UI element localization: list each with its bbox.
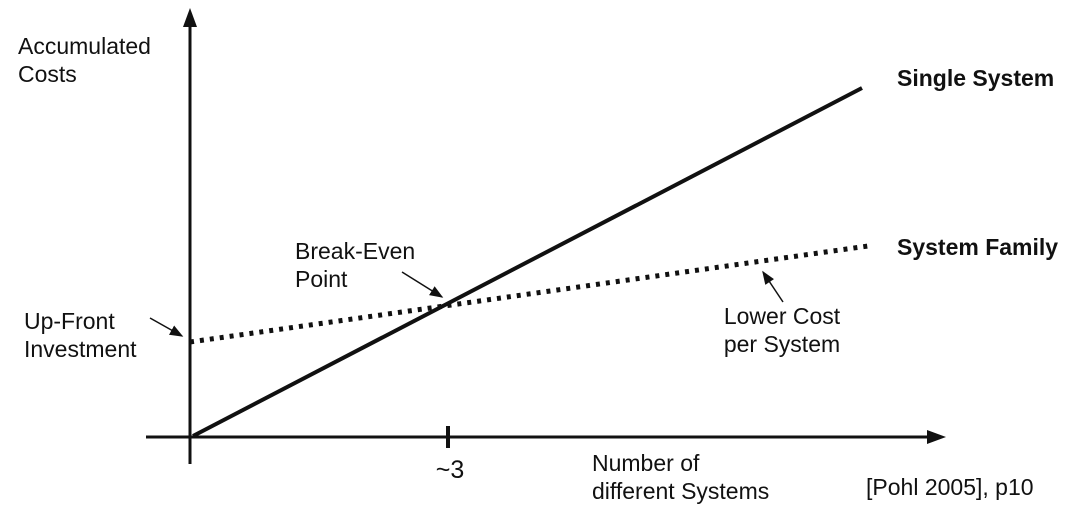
lower-cost-arrow-icon <box>762 270 784 303</box>
break-even-label: Break-Even Point <box>295 238 416 293</box>
x-tick-label: ~3 <box>435 456 465 484</box>
source-citation: [Pohl 2005], p10 <box>866 474 1034 500</box>
break-even-arrow-icon <box>401 271 444 298</box>
up-front-arrow-icon <box>149 317 184 337</box>
y-axis-arrowhead-icon <box>183 8 197 27</box>
lower-cost-label: Lower Cost per System <box>723 303 841 358</box>
single-system-label: Single System <box>897 65 1055 91</box>
single-system-line <box>192 86 863 438</box>
x-axis-label: Number of different Systems <box>592 450 770 505</box>
y-axis-label: Accumulated Costs <box>18 33 151 88</box>
system-family-line <box>189 243 869 345</box>
x-axis-arrowhead-icon <box>927 430 946 444</box>
system-family-label: System Family <box>897 234 1059 260</box>
up-front-investment-label: Up-Front Investment <box>24 308 137 363</box>
